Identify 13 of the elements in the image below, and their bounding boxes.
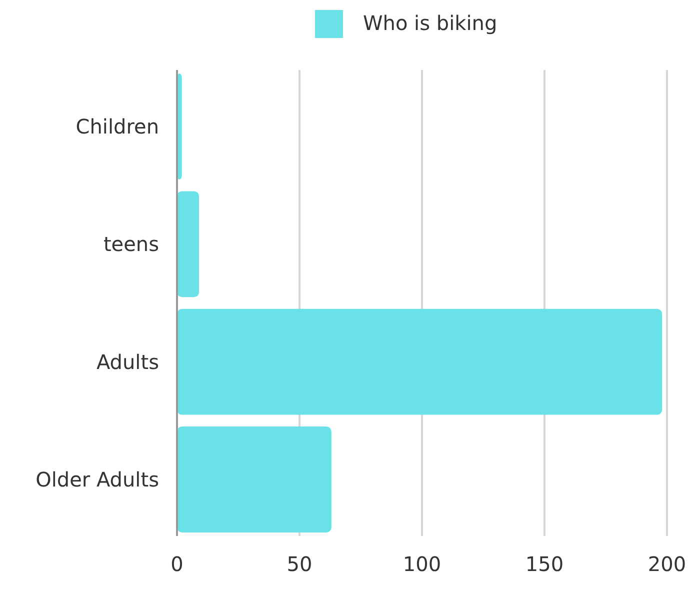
bar [177,308,662,415]
bar [177,191,200,298]
x-tick-label: 200 [648,552,686,576]
bar [177,426,332,532]
y-tick-label: Children [76,114,159,138]
x-tick-label: 100 [402,552,442,576]
x-tick-label: 150 [525,552,564,576]
x-tick-label: 50 [286,552,312,576]
y-tick-label: Older Adults [36,468,159,492]
legend-label: Who is biking [363,11,498,35]
y-tick-label: teens [103,232,159,256]
x-tick-label: 0 [170,552,184,576]
y-tick-label: Adults [96,350,159,374]
